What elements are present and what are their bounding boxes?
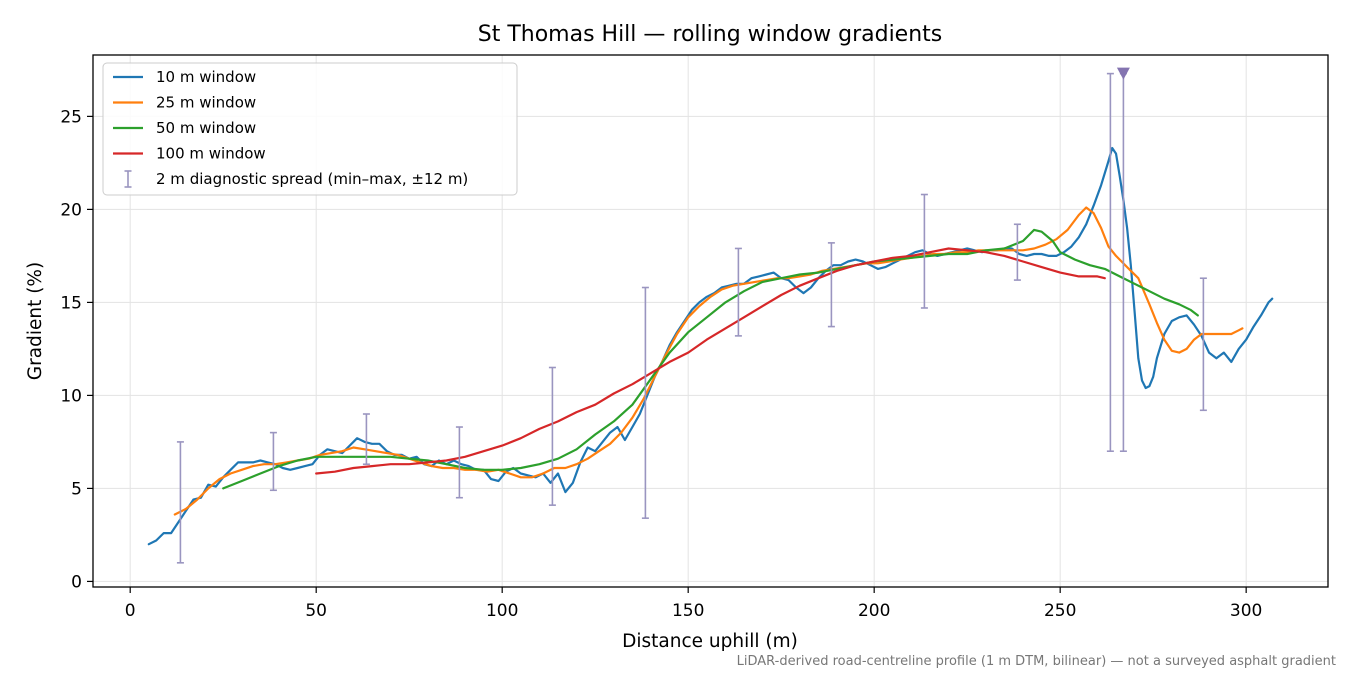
plot-frame	[92, 54, 1329, 588]
legend: 10 m window 25 m window 50 m window 100 m w…	[102, 62, 518, 196]
x-tick-label: 100	[486, 601, 518, 621]
grid-layer	[93, 55, 1328, 587]
legend-box	[102, 62, 518, 196]
y-tick-label: 15	[60, 293, 82, 313]
y-tick-label: 5	[71, 479, 82, 499]
legend-label: 25 m window	[156, 94, 256, 112]
errorbar-layer	[176, 67, 1207, 564]
legend-label: 10 m window	[156, 68, 256, 86]
legend-label: 50 m window	[156, 119, 256, 137]
y-tick-label: 25	[60, 107, 82, 127]
y-tick-label: 10	[60, 386, 82, 406]
y-tick-label: 20	[60, 200, 82, 220]
x-tick-label: 300	[1230, 601, 1262, 621]
x-tick-label: 200	[858, 601, 890, 621]
x-axis-title: Distance uphill (m)	[622, 631, 798, 652]
legend-label: 2 m diagnostic spread (min–max, ±12 m)	[156, 170, 468, 188]
x-tick-label: 50	[305, 601, 327, 621]
series-line-1	[147, 146, 1274, 546]
x-tick-label: 150	[672, 601, 704, 621]
x-tick-label: 250	[1044, 601, 1076, 621]
footnote: LiDAR-derived road-centreline profile (1…	[737, 654, 1336, 669]
x-tick-label: 0	[125, 601, 136, 621]
series-line-4	[315, 247, 1106, 475]
y-axis-title: Gradient (%)	[25, 262, 46, 380]
legend-label: 100 m window	[156, 145, 266, 163]
tick-layer: 0 50 100 150 200 250 300 0 5 10 15 20 25	[60, 107, 1262, 621]
chart-title: St Thomas Hill — rolling window gradient…	[478, 22, 943, 47]
series-line-3	[222, 228, 1199, 490]
series-layer	[147, 146, 1274, 546]
series-line-2	[173, 206, 1244, 516]
peak-marker	[1116, 67, 1130, 80]
y-tick-label: 0	[71, 572, 82, 592]
